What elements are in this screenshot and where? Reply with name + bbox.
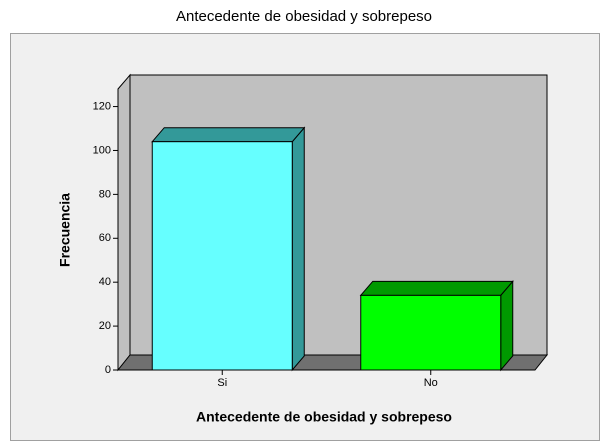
- bar-side: [500, 280, 514, 372]
- y-tick-label: 60: [99, 232, 111, 244]
- bar-side: [291, 126, 305, 372]
- y-tick-label: 40: [99, 276, 111, 288]
- bar: [151, 141, 293, 371]
- chart-title: Antecedente de obesidad y sobrepeso: [176, 8, 432, 25]
- y-tick-label: 0: [105, 364, 111, 376]
- x-tick-label: Si: [217, 377, 227, 389]
- y-tick-label: 100: [93, 144, 111, 156]
- bar: [360, 294, 502, 371]
- x-axis-label: Antecedente de obesidad y sobrepeso: [196, 409, 452, 425]
- bar-top: [359, 280, 514, 296]
- y-tick-label: 20: [99, 320, 111, 332]
- y-axis-label: Frecuencia: [57, 193, 73, 267]
- x-tick-label: No: [424, 377, 438, 389]
- y-tick-label: 120: [93, 100, 111, 112]
- bar-top: [151, 127, 306, 143]
- y-tick-label: 80: [99, 188, 111, 200]
- side-wall: [117, 73, 131, 372]
